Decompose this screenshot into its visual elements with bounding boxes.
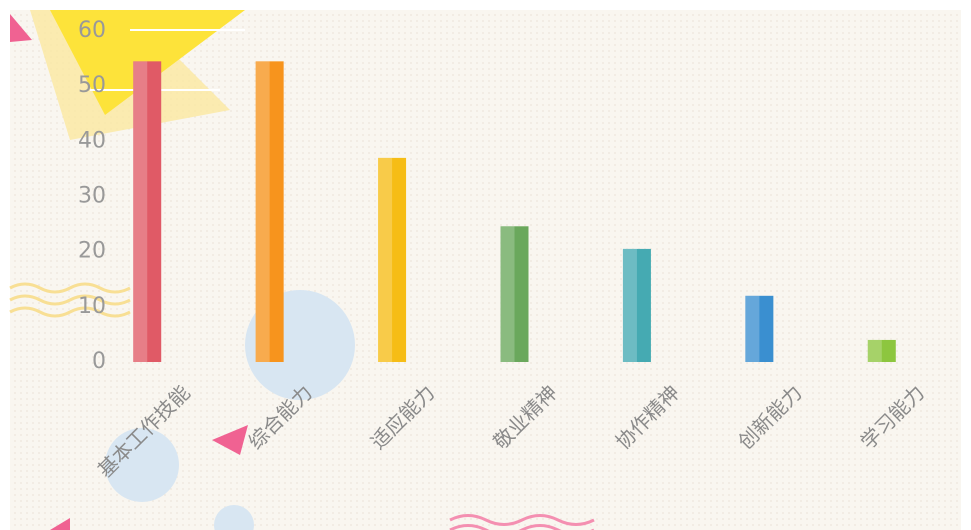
bar — [745, 295, 774, 362]
bar-highlight — [255, 61, 270, 362]
bar — [622, 248, 651, 362]
y-tick-label: 20 — [78, 239, 106, 264]
decoration — [214, 505, 254, 530]
bar-highlight — [133, 61, 148, 362]
bar-highlight — [745, 295, 760, 362]
y-tick-label: 50 — [78, 73, 106, 98]
y-tick-label: 60 — [78, 18, 106, 43]
decoration — [9, 282, 131, 318]
y-tick-label: 10 — [78, 294, 106, 319]
y-tick-label: 30 — [78, 184, 106, 209]
decoration — [212, 425, 248, 455]
bar — [500, 226, 529, 362]
bar-highlight — [378, 157, 393, 362]
bar — [133, 61, 162, 362]
bar-highlight — [622, 248, 637, 362]
bar — [255, 61, 284, 362]
decoration — [50, 518, 70, 530]
bar-highlight — [500, 226, 515, 362]
y-tick-label: 0 — [92, 349, 106, 374]
bar — [867, 339, 896, 362]
y-tick-label: 40 — [78, 128, 106, 153]
decoration — [10, 14, 32, 42]
decoration — [449, 514, 595, 530]
bar-highlight — [867, 339, 882, 362]
bar — [378, 157, 407, 362]
decoration — [105, 428, 179, 502]
